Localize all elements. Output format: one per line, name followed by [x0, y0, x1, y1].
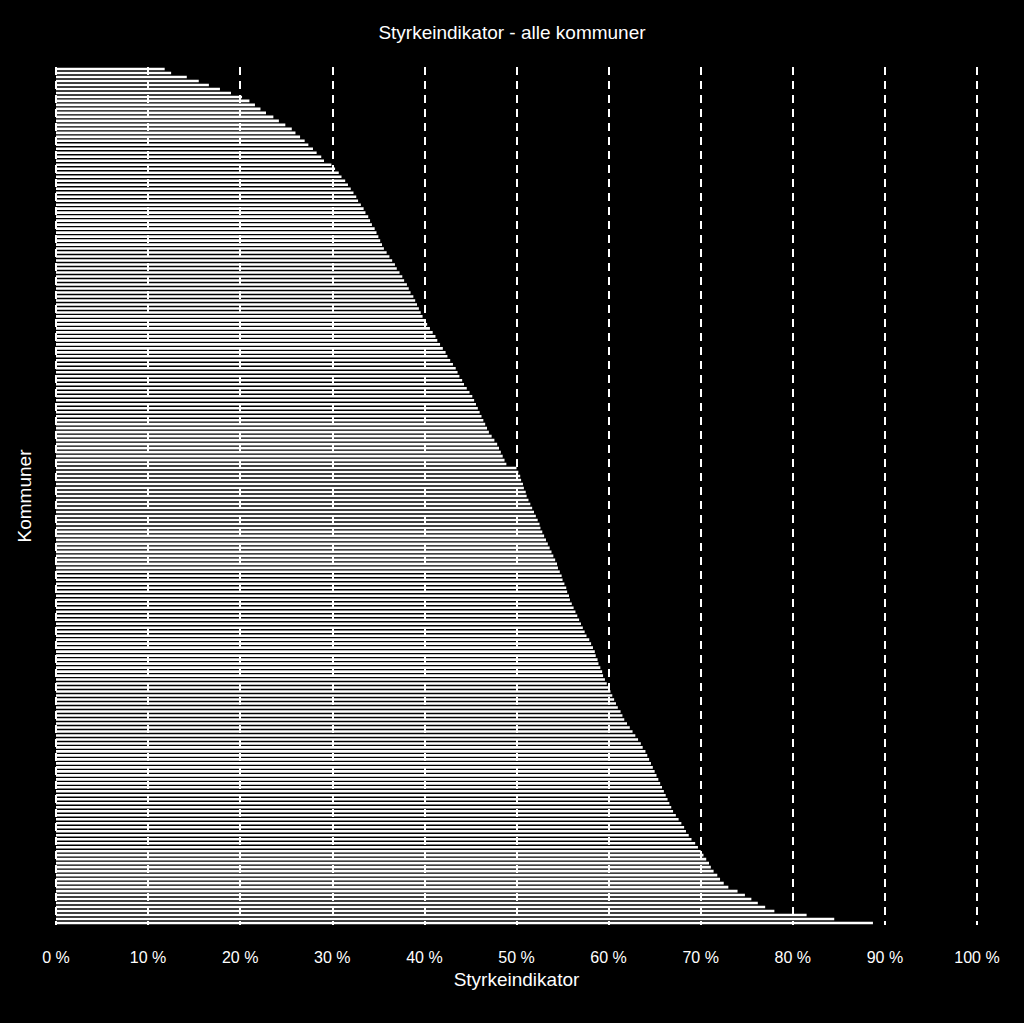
- svg-text:50 %: 50 %: [498, 949, 534, 966]
- svg-text:10 %: 10 %: [130, 949, 166, 966]
- svg-text:Styrkeindikator: Styrkeindikator: [454, 969, 580, 990]
- svg-text:20 %: 20 %: [222, 949, 258, 966]
- svg-text:40 %: 40 %: [406, 949, 442, 966]
- svg-text:Kommuner: Kommuner: [14, 449, 35, 543]
- svg-text:0 %: 0 %: [42, 949, 70, 966]
- svg-text:70 %: 70 %: [682, 949, 718, 966]
- svg-text:Styrkeindikator - alle kommune: Styrkeindikator - alle kommuner: [378, 22, 646, 43]
- svg-text:80 %: 80 %: [775, 949, 811, 966]
- svg-text:30 %: 30 %: [314, 949, 350, 966]
- svg-text:90 %: 90 %: [867, 949, 903, 966]
- svg-text:60 %: 60 %: [590, 949, 626, 966]
- svg-text:100 %: 100 %: [954, 949, 999, 966]
